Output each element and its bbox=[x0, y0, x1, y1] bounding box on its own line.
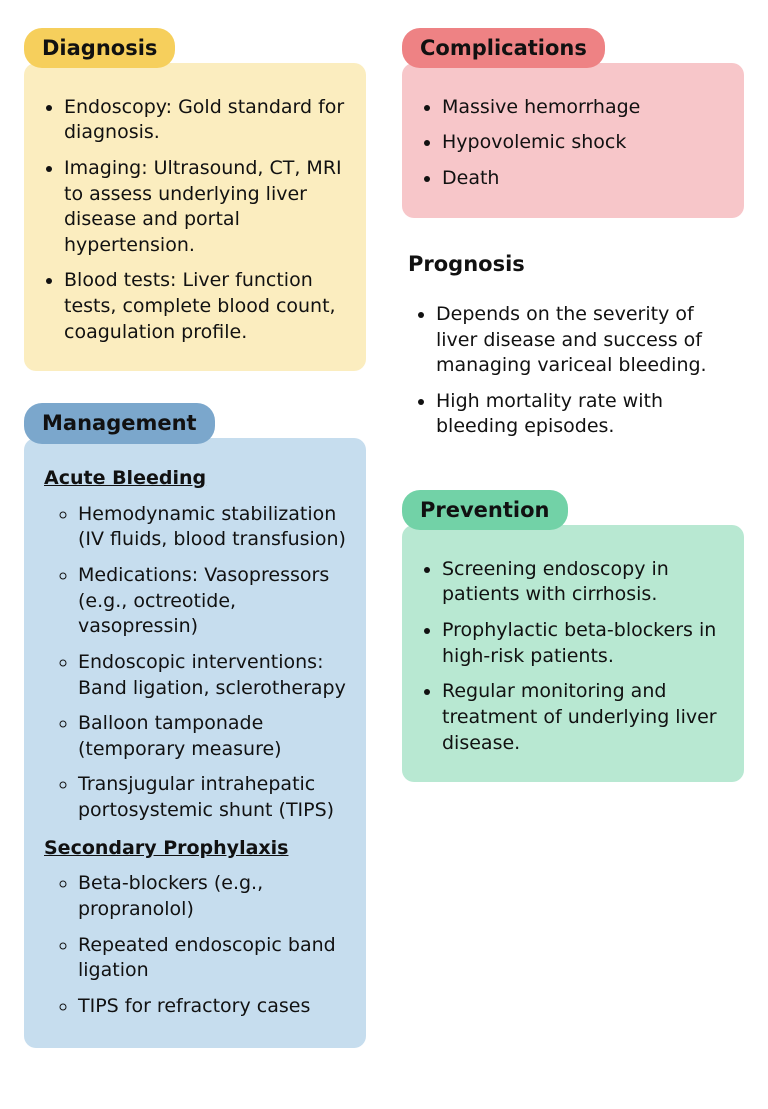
left-column: Diagnosis Endoscopy: Gold standard for d… bbox=[24, 28, 366, 1080]
prevention-pill: Prevention bbox=[402, 490, 568, 530]
prognosis-heading: Prognosis bbox=[408, 250, 744, 278]
list-item: Screening endoscopy in patients with cir… bbox=[442, 557, 730, 608]
diagnosis-section: Diagnosis Endoscopy: Gold standard for d… bbox=[24, 28, 366, 371]
management-sub2-list: Beta-blockers (e.g., propranolol) Repeat… bbox=[38, 871, 352, 1019]
diagnosis-box: Endoscopy: Gold standard for diagnosis. … bbox=[24, 63, 366, 372]
diagnosis-pill: Diagnosis bbox=[24, 28, 175, 68]
prevention-section: Prevention Screening endoscopy in patien… bbox=[402, 490, 744, 782]
list-item: Hemodynamic stabilization (IV fluids, bl… bbox=[78, 502, 352, 553]
list-item: Imaging: Ultrasound, CT, MRI to assess u… bbox=[64, 156, 352, 259]
prognosis-box: Depends on the severity of liver disease… bbox=[402, 288, 744, 458]
prevention-box: Screening endoscopy in patients with cir… bbox=[402, 525, 744, 782]
complications-list: Massive hemorrhage Hypovolemic shock Dea… bbox=[416, 95, 730, 192]
prognosis-list: Depends on the severity of liver disease… bbox=[410, 302, 736, 440]
complications-box: Massive hemorrhage Hypovolemic shock Dea… bbox=[402, 63, 744, 218]
right-column: Complications Massive hemorrhage Hypovol… bbox=[402, 28, 744, 1080]
management-sub2-heading: Secondary Prophylaxis bbox=[44, 836, 352, 862]
management-box: Acute Bleeding Hemodynamic stabilization… bbox=[24, 438, 366, 1048]
management-sub1-list: Hemodynamic stabilization (IV fluids, bl… bbox=[38, 502, 352, 824]
management-section: Management Acute Bleeding Hemodynamic st… bbox=[24, 403, 366, 1047]
list-item: Medications: Vasopressors (e.g., octreot… bbox=[78, 563, 352, 640]
management-sub1-heading: Acute Bleeding bbox=[44, 466, 352, 492]
complications-pill: Complications bbox=[402, 28, 605, 68]
list-item: TIPS for refractory cases bbox=[78, 994, 352, 1020]
list-item: Death bbox=[442, 166, 730, 192]
complications-section: Complications Massive hemorrhage Hypovol… bbox=[402, 28, 744, 218]
list-item: Depends on the severity of liver disease… bbox=[436, 302, 736, 379]
list-item: Endoscopy: Gold standard for diagnosis. bbox=[64, 95, 352, 146]
list-item: Endoscopic interventions: Band ligation,… bbox=[78, 650, 352, 701]
two-column-layout: Diagnosis Endoscopy: Gold standard for d… bbox=[24, 28, 744, 1080]
list-item: Blood tests: Liver function tests, compl… bbox=[64, 268, 352, 345]
list-item: Transjugular intrahepatic portosystemic … bbox=[78, 772, 352, 823]
prognosis-section: Prognosis Depends on the severity of liv… bbox=[402, 250, 744, 459]
list-item: Repeated endoscopic band ligation bbox=[78, 933, 352, 984]
list-item: Hypovolemic shock bbox=[442, 130, 730, 156]
list-item: Balloon tamponade (temporary measure) bbox=[78, 711, 352, 762]
list-item: High mortality rate with bleeding episod… bbox=[436, 389, 736, 440]
management-pill: Management bbox=[24, 403, 215, 443]
list-item: Regular monitoring and treatment of unde… bbox=[442, 679, 730, 756]
list-item: Beta-blockers (e.g., propranolol) bbox=[78, 871, 352, 922]
prevention-list: Screening endoscopy in patients with cir… bbox=[416, 557, 730, 756]
list-item: Prophylactic beta-blockers in high-risk … bbox=[442, 618, 730, 669]
list-item: Massive hemorrhage bbox=[442, 95, 730, 121]
diagnosis-list: Endoscopy: Gold standard for diagnosis. … bbox=[38, 95, 352, 346]
